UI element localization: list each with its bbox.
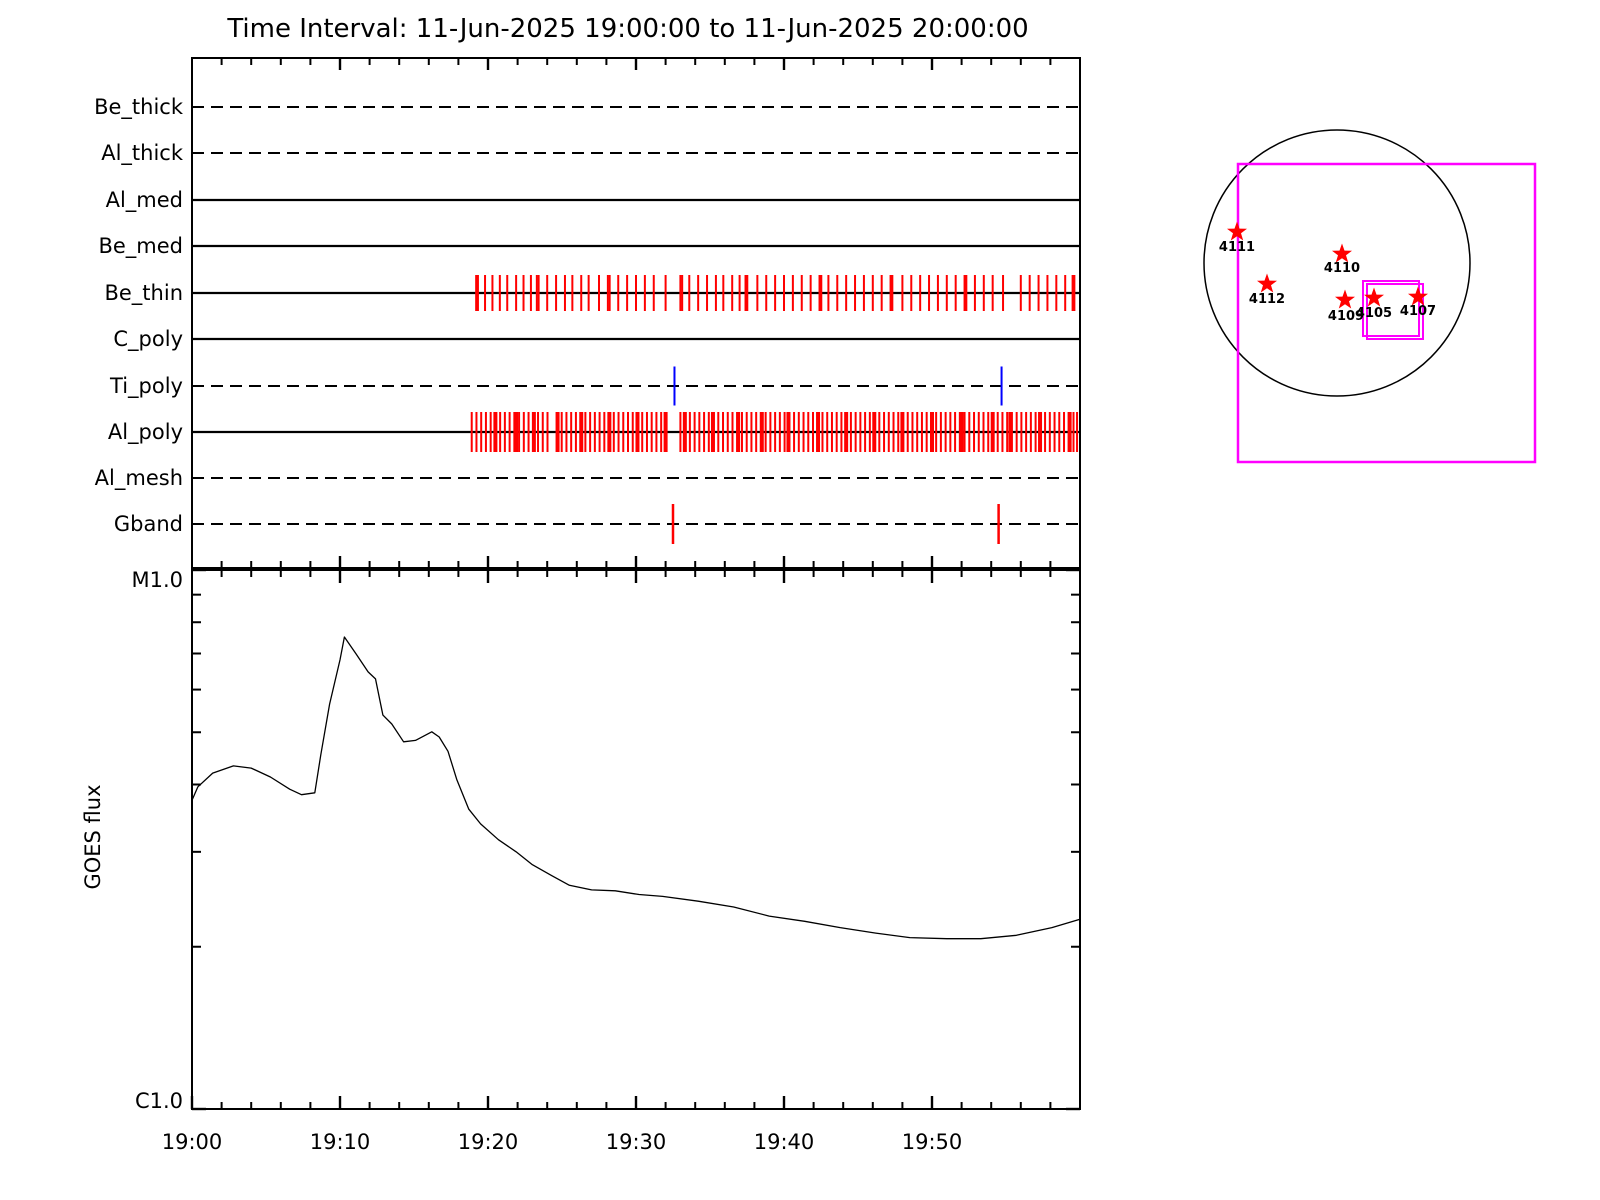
ar-label-4111: 4111: [1218, 240, 1256, 255]
x-tick-1920: 19:20: [457, 1130, 519, 1154]
row-label-al-poly: Al_poly: [107, 420, 183, 444]
row-label-al-mesh: Al_mesh: [94, 466, 183, 490]
row-label-al-med: Al_med: [105, 188, 183, 212]
star-marker-4105: [1364, 287, 1384, 307]
goes-flux-curve: [191, 636, 1081, 940]
x-tick-1940: 19:40: [753, 1130, 815, 1154]
solar-disk-map: [1203, 129, 1537, 464]
y-axis-title-goes-flux: GOES flux: [81, 784, 105, 890]
page-title: Time Interval: 11-Jun-2025 19:00:00 to 1…: [227, 14, 1029, 44]
row-label-ti-poly: Ti_poly: [110, 374, 183, 398]
row-label-be-med: Be_med: [98, 234, 183, 258]
star-marker-4110: [1332, 243, 1352, 263]
star-marker-4109: [1335, 289, 1355, 309]
fov-box-3: [1366, 283, 1424, 340]
x-tick-1930: 19:30: [605, 1130, 667, 1154]
solar-limb-circle: [1203, 129, 1471, 397]
ar-label-4110: 4110: [1323, 261, 1361, 276]
row-label-gband: Gband: [113, 512, 183, 536]
timeline-panel-frame: [191, 57, 1081, 569]
y-axis-label-m1: M1.0: [131, 568, 183, 592]
y-axis-label-c1: C1.0: [134, 1089, 183, 1113]
star-marker-4111: [1227, 221, 1247, 241]
ar-label-4105: 4105: [1355, 306, 1393, 321]
row-label-c-poly: C_poly: [113, 327, 183, 351]
x-tick-1910: 19:10: [309, 1130, 371, 1154]
star-marker-4107: [1408, 286, 1428, 306]
fov-box-1: [1236, 162, 1537, 464]
goes-panel-frame: [191, 569, 1081, 1110]
timeline-axis-ticks: [220, 58, 1052, 568]
ar-label-4109: 4109: [1327, 309, 1365, 324]
fov-box-2: [1362, 280, 1420, 337]
row-label-be-thin: Be_thin: [104, 281, 183, 305]
ar-label-4112: 4112: [1248, 292, 1286, 307]
row-label-be-thick: Be_thick: [94, 95, 183, 119]
ar-label-4107: 4107: [1399, 304, 1437, 319]
exposure-tick-marks: [470, 275, 1079, 544]
timeline-filter-rows: [192, 106, 1080, 525]
star-marker-4112: [1257, 273, 1277, 293]
x-tick-1900: 19:00: [161, 1130, 223, 1154]
x-tick-1950: 19:50: [901, 1130, 963, 1154]
row-label-al-thick: Al_thick: [101, 141, 183, 165]
goes-axis-ticks: [190, 568, 1080, 1111]
